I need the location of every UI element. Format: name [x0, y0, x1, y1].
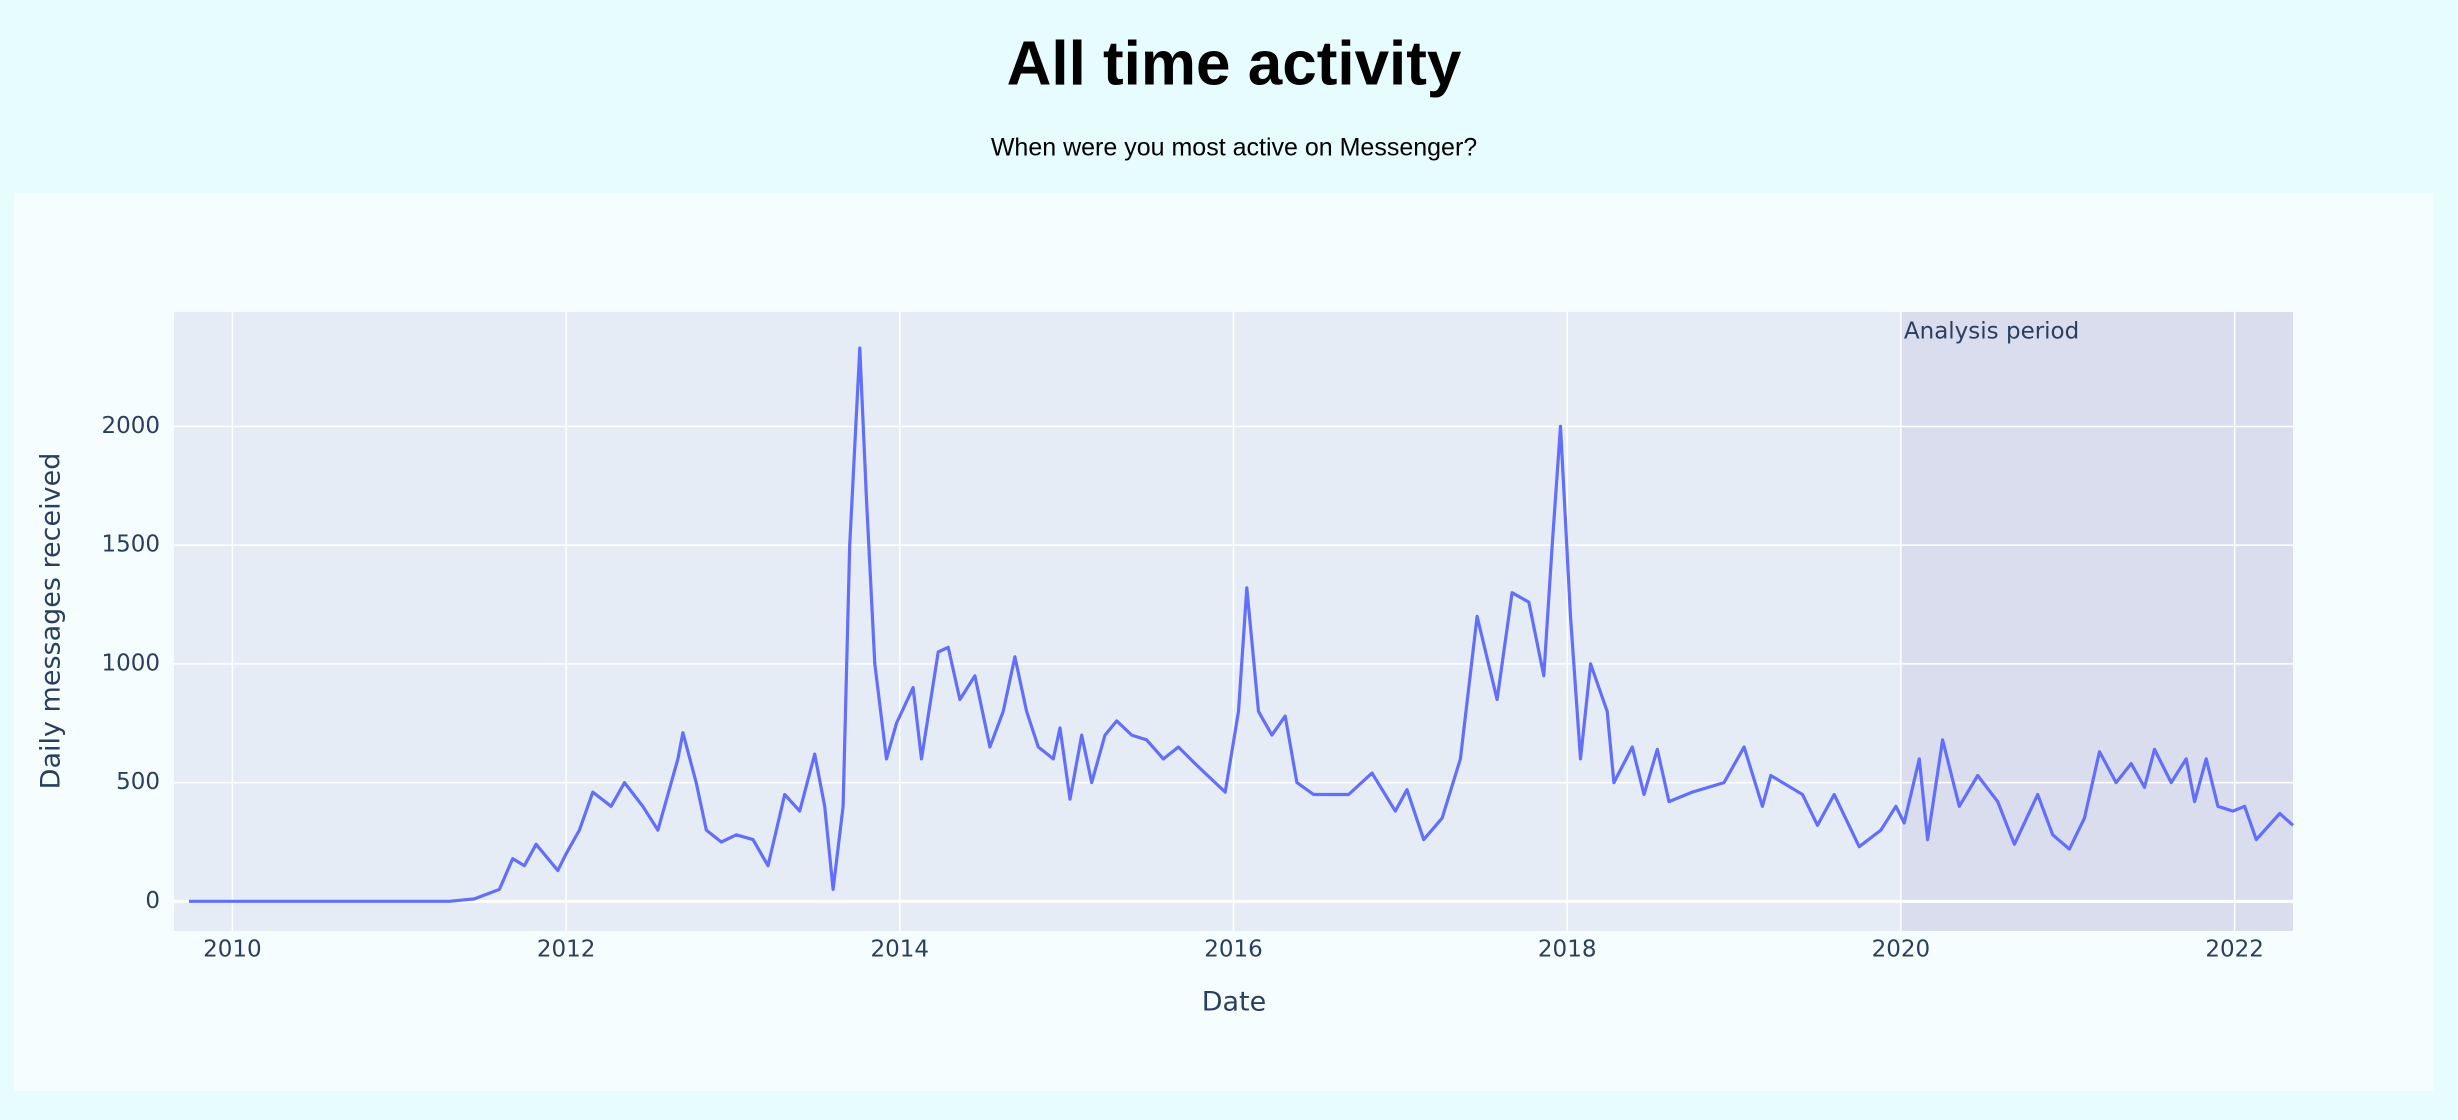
x-axis-title: Date — [1202, 987, 1267, 1018]
chart-title: All time activity — [1007, 29, 1462, 98]
y-tick-label: 1000 — [101, 650, 160, 676]
x-tick-label: 2012 — [537, 937, 596, 963]
x-tick-label: 2010 — [203, 937, 262, 963]
y-tick-label: 0 — [145, 888, 160, 914]
x-tick-label: 2020 — [1872, 937, 1931, 963]
highlight-region — [1900, 312, 2293, 931]
highlight-label: Analysis period — [1904, 319, 2079, 345]
marks — [189, 346, 2295, 903]
grid — [174, 312, 2293, 931]
x-tick-label: 2022 — [2205, 937, 2264, 963]
data-line — [189, 346, 2295, 903]
y-tick-label: 1500 — [101, 532, 160, 558]
x-tick-label: 2014 — [871, 937, 930, 963]
x-tick-label: 2018 — [1538, 937, 1597, 963]
chart-subtitle: When were you most active on Messenger? — [991, 134, 1477, 162]
y-axis-title: Daily messages received — [36, 453, 67, 790]
y-tick-label: 500 — [116, 769, 160, 795]
x-tick-label: 2016 — [1204, 937, 1263, 963]
y-tick-label: 2000 — [101, 413, 160, 439]
